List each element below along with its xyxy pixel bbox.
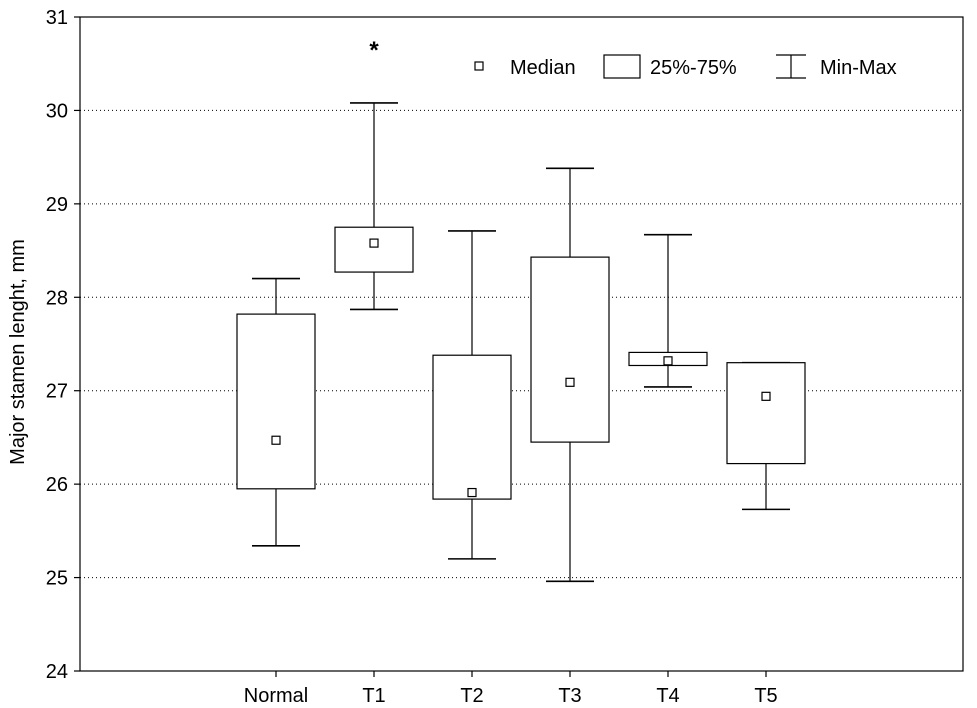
legend-median-marker bbox=[474, 61, 484, 71]
x-tick-label: Normal bbox=[244, 685, 308, 707]
box-t3 bbox=[530, 167, 610, 583]
median-marker bbox=[761, 391, 771, 401]
y-tick-label: 28 bbox=[46, 287, 68, 309]
box-t4 bbox=[628, 233, 708, 388]
significance-marker: * bbox=[369, 37, 379, 64]
box-t2 bbox=[432, 230, 512, 560]
box-t5 bbox=[726, 361, 806, 511]
y-tick-label: 26 bbox=[46, 474, 68, 496]
median-marker bbox=[467, 487, 477, 498]
legend-median-label: Median bbox=[510, 57, 576, 79]
x-tick-label: T5 bbox=[754, 685, 777, 707]
box-normal bbox=[236, 277, 316, 547]
legend-whisker-marker bbox=[776, 54, 806, 79]
x-axis: Normal T1 T2 T3 T4 T5 bbox=[244, 671, 778, 707]
y-axis-label: Major stamen lenght, mm bbox=[7, 239, 29, 465]
gridlines bbox=[79, 16, 964, 672]
iqr-box bbox=[236, 313, 316, 490]
median-marker bbox=[565, 377, 575, 387]
y-tick-label: 27 bbox=[46, 381, 68, 403]
y-tick-label: 24 bbox=[46, 661, 68, 683]
x-tick-label: T1 bbox=[362, 685, 385, 707]
legend-whisker-label: Min-Max bbox=[820, 57, 897, 79]
box-series: * bbox=[236, 37, 806, 583]
iqr-box bbox=[432, 354, 512, 500]
legend: Median 25%-75% Min-Max bbox=[474, 54, 897, 79]
median-marker bbox=[271, 435, 281, 445]
y-axis: 24 25 26 27 28 29 30 31 bbox=[46, 7, 80, 683]
x-tick-label: T2 bbox=[460, 685, 483, 707]
box-t1: * bbox=[334, 37, 414, 311]
median-marker bbox=[663, 356, 673, 366]
median-marker bbox=[369, 238, 379, 248]
y-tick-label: 31 bbox=[46, 7, 68, 29]
iqr-box bbox=[726, 362, 806, 465]
plot-frame bbox=[79, 16, 964, 672]
y-tick-label: 30 bbox=[46, 100, 68, 122]
y-tick-label: 25 bbox=[46, 568, 68, 590]
legend-box-marker bbox=[603, 54, 641, 79]
x-tick-label: T3 bbox=[558, 685, 581, 707]
legend-box-label: 25%-75% bbox=[650, 57, 737, 79]
iqr-box bbox=[530, 256, 610, 443]
x-tick-label: T4 bbox=[656, 685, 679, 707]
iqr-box bbox=[334, 226, 414, 273]
y-tick-label: 29 bbox=[46, 194, 68, 216]
